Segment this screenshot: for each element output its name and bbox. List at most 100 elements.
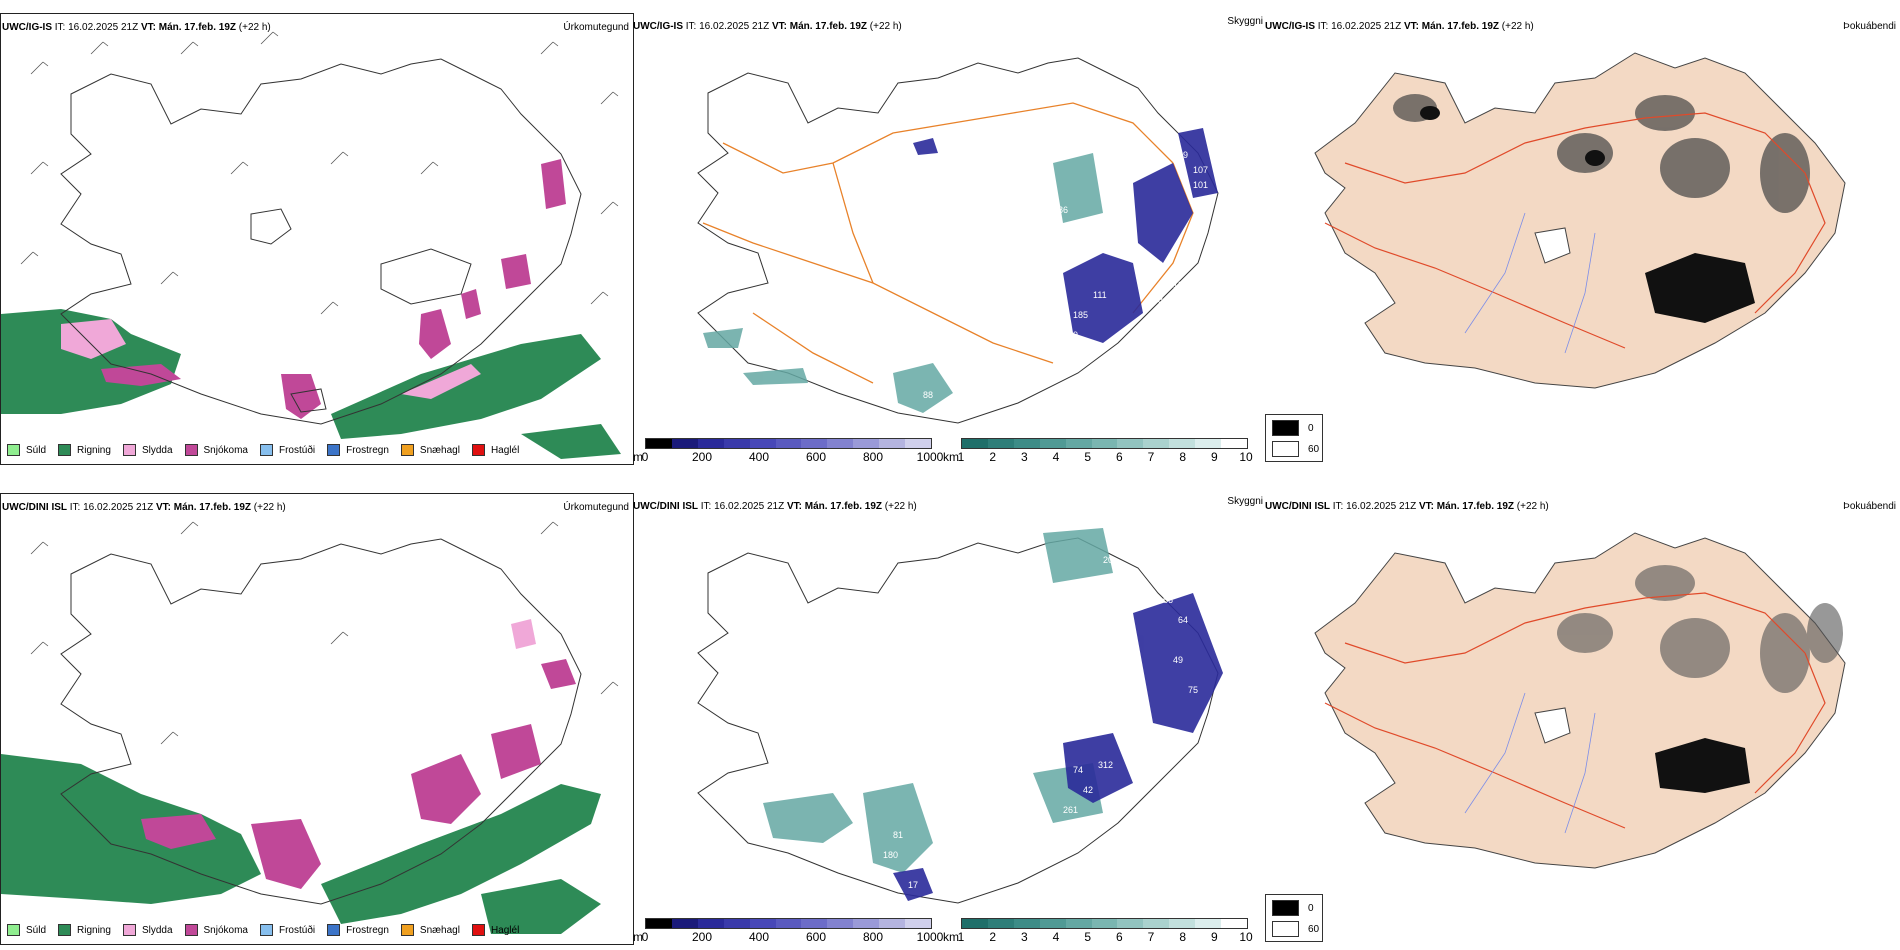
colorbar-cell xyxy=(1039,439,1066,448)
it-label: IT: xyxy=(685,21,697,32)
colorbar-cell xyxy=(987,919,1014,928)
colorbar-cell xyxy=(1195,439,1222,448)
colorbar-cell xyxy=(1221,439,1247,448)
model-name: UWC/IG-IS xyxy=(2,22,52,33)
precip-type-panel-1: UWC/IG-IS IT: 16.02.2025 21Z VT: Mán. 17… xyxy=(0,13,634,465)
vis-value: 312 xyxy=(1098,760,1113,770)
row2: UWC/DINI ISL IT: 16.02.2025 21Z VT: Mán.… xyxy=(0,480,1900,950)
iceland-outline xyxy=(60,538,582,905)
colorbar-unit: m xyxy=(633,450,643,464)
colorbar-cell xyxy=(827,439,854,448)
colorbar-cell xyxy=(1221,919,1247,928)
colorbar-cell xyxy=(775,439,802,448)
panel-title: Þokuábendi xyxy=(1843,21,1896,32)
legend-label: Haglél xyxy=(490,444,520,456)
colorbar-tick: 9 xyxy=(1210,450,1218,464)
fog-legend-label: 0 xyxy=(1308,422,1314,434)
panel-title: Úrkomutegund xyxy=(563,22,629,33)
wind-barbs xyxy=(30,521,619,745)
legend-swatch xyxy=(400,924,414,936)
rain-area xyxy=(481,879,601,934)
vis-value: 229 xyxy=(1063,330,1078,340)
glacier-outline xyxy=(380,248,472,305)
legend-label: Frostúði xyxy=(278,444,316,456)
legend-label: Rigning xyxy=(77,924,111,936)
snow-area xyxy=(541,159,566,209)
legend-swatch xyxy=(58,924,72,936)
legend-item: Snjókoma xyxy=(184,444,248,456)
panel-title: Skyggni xyxy=(1227,496,1263,507)
snow-area xyxy=(411,754,481,824)
legend-swatch xyxy=(471,924,485,936)
vis-value: 37 xyxy=(1103,155,1113,165)
vis-value: 261 xyxy=(1063,805,1078,815)
colorbar-cell xyxy=(723,439,750,448)
colorbar-cell xyxy=(879,439,906,448)
it-label: IT: xyxy=(1317,21,1329,32)
colorbar-tick: 4 xyxy=(1052,450,1060,464)
model-name: UWC/IG-IS xyxy=(633,21,683,32)
snow-area xyxy=(251,819,321,889)
fog-legend-item: 0 xyxy=(1272,900,1314,916)
vt-label: VT: xyxy=(155,502,171,513)
legend-label: Snjókoma xyxy=(203,444,248,456)
legend-swatch xyxy=(7,444,20,456)
glacier-outline xyxy=(290,388,327,413)
lead-time: (+22 h) xyxy=(1516,501,1549,512)
visibility-values: 53 37 63 89 111 185 88 107 126 186 229 1… xyxy=(923,85,1208,400)
visibility-map-1: 53 37 63 89 111 185 88 107 126 186 229 1… xyxy=(697,57,1219,424)
vis-value: 86 xyxy=(1033,715,1043,725)
fog-legend-1: 0 60 xyxy=(1265,414,1323,462)
legend-label: Súld xyxy=(26,444,47,456)
colorbar-cell xyxy=(697,919,724,928)
colorbar-tick: 400 xyxy=(748,450,770,464)
visibility-km-colorbar: km 1 2 3 4 5 6 7 8 9 10 xyxy=(943,918,1263,946)
panel-title: Þokuábendi xyxy=(1843,501,1896,512)
precip-type-map-2 xyxy=(1,521,619,934)
legend-label: Súld xyxy=(26,924,47,936)
vis-value: 126 xyxy=(1173,280,1188,290)
lead-time: (+22 h) xyxy=(884,501,917,512)
colorbar-cell xyxy=(827,919,854,928)
vis-value: 66 xyxy=(1163,595,1173,605)
vis-value: 57 xyxy=(1133,165,1143,175)
legend-item: Frostúði xyxy=(259,924,315,936)
legend-swatch xyxy=(400,444,414,456)
model-name: UWC/DINI ISL xyxy=(2,502,67,513)
colorbar-cell xyxy=(723,919,750,928)
colorbar-tick: 600 xyxy=(805,930,827,944)
iceland-outline xyxy=(697,537,1219,904)
vt-label: VT: xyxy=(140,22,156,33)
vt-value: Mán. 17.feb. 19Z xyxy=(789,21,867,32)
run-header: UWC/IG-IS IT: 16.02.2025 21Z VT: Mán. 17… xyxy=(1265,21,1534,33)
colorbar-tick: 1 xyxy=(957,450,965,464)
glacier-outline xyxy=(250,208,292,245)
fog-panel-1: UWC/IG-IS IT: 16.02.2025 21Z VT: Mán. 17… xyxy=(1265,13,1900,413)
vis-value: 63 xyxy=(1153,260,1163,270)
fog-legend-label: 60 xyxy=(1308,443,1320,455)
rain-area xyxy=(1,754,261,904)
legend-swatch xyxy=(259,444,273,456)
rivers xyxy=(1464,692,1596,834)
model-name: UWC/DINI ISL xyxy=(1265,501,1330,512)
vt-value: Mán. 17.feb. 19Z xyxy=(1436,501,1514,512)
colorbar-tick: 1000 xyxy=(916,450,944,464)
colorbar-tick: 0 xyxy=(641,930,649,944)
sleet-area xyxy=(511,619,536,649)
fog-swatch xyxy=(1272,921,1299,937)
legend-label: Snæhagl xyxy=(419,924,460,936)
vis-value: 180 xyxy=(883,850,898,860)
it-label: IT: xyxy=(1332,501,1344,512)
legend-swatch xyxy=(327,924,341,936)
iceland-outline xyxy=(60,58,582,425)
colorbar-cell xyxy=(749,919,776,928)
colorbar-cell xyxy=(1039,919,1066,928)
legend-item: Haglél xyxy=(471,924,519,936)
panel-title: Úrkomutegund xyxy=(563,502,629,513)
vis-value: 93 xyxy=(1123,740,1133,750)
colorbar-tick: 800 xyxy=(862,450,884,464)
colorbar-cell xyxy=(1091,919,1118,928)
colorbar-tick: 6 xyxy=(1115,930,1123,944)
legend-label: Snjókoma xyxy=(203,924,248,936)
fog-legend-item: 60 xyxy=(1272,441,1319,457)
